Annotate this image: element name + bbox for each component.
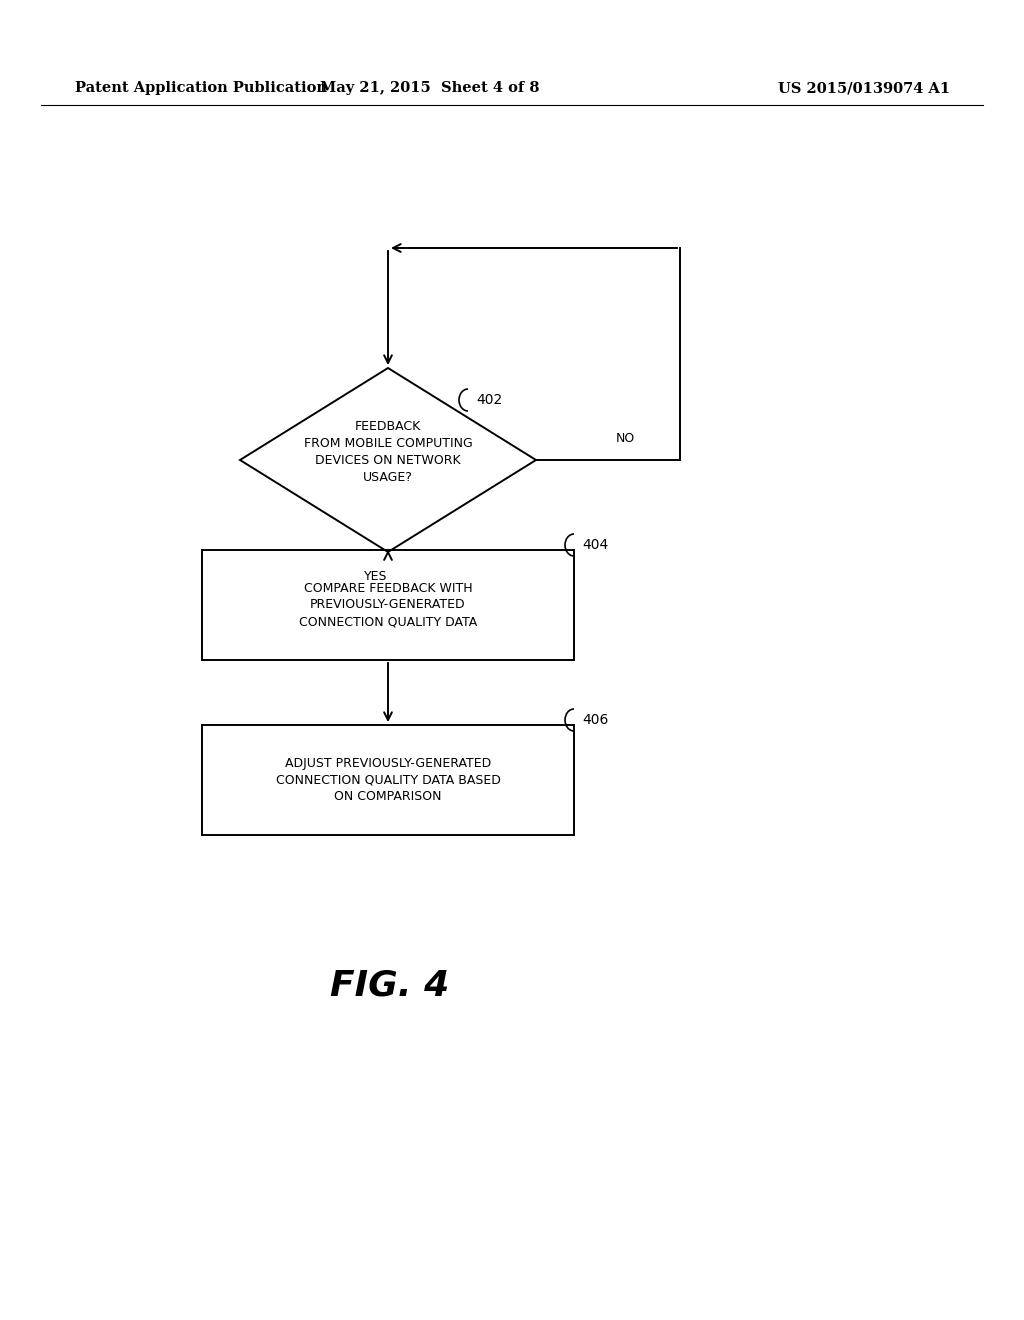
Bar <box>202 550 574 660</box>
Text: Patent Application Publication: Patent Application Publication <box>75 81 327 95</box>
Text: NO: NO <box>615 432 635 445</box>
Text: May 21, 2015  Sheet 4 of 8: May 21, 2015 Sheet 4 of 8 <box>321 81 540 95</box>
Text: COMPARE FEEDBACK WITH
PREVIOUSLY-GENERATED
CONNECTION QUALITY DATA: COMPARE FEEDBACK WITH PREVIOUSLY-GENERAT… <box>299 582 477 628</box>
Text: FEEDBACK
FROM MOBILE COMPUTING
DEVICES ON NETWORK
USAGE?: FEEDBACK FROM MOBILE COMPUTING DEVICES O… <box>304 420 472 484</box>
Text: ADJUST PREVIOUSLY-GENERATED
CONNECTION QUALITY DATA BASED
ON COMPARISON: ADJUST PREVIOUSLY-GENERATED CONNECTION Q… <box>275 756 501 804</box>
Text: 406: 406 <box>582 713 608 727</box>
Text: US 2015/0139074 A1: US 2015/0139074 A1 <box>778 81 950 95</box>
Text: FIG. 4: FIG. 4 <box>331 968 450 1002</box>
Text: 404: 404 <box>582 539 608 552</box>
Text: 402: 402 <box>476 393 502 407</box>
Bar <box>202 725 574 836</box>
Text: YES: YES <box>365 570 388 583</box>
